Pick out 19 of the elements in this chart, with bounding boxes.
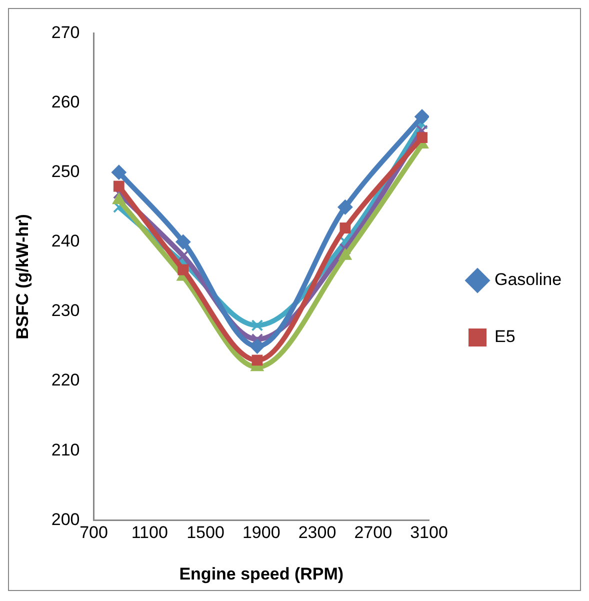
y-tick-label: 210 (51, 440, 80, 460)
y-tick-label: 260 (51, 92, 80, 112)
legend-label: Gasoline (494, 270, 562, 290)
legend-label: E5 (494, 327, 516, 346)
x-tick-label: 700 (80, 523, 108, 542)
x-tick-label: 2700 (354, 523, 392, 542)
x-tick-label: 1100 (131, 523, 168, 542)
x-tick-label: 1500 (186, 523, 224, 542)
y-tick-label: 230 (51, 301, 80, 320)
x-tick-label: 1900 (242, 523, 280, 542)
x-axis-title: Engine speed (RPM) (179, 564, 344, 584)
y-tick-label: 240 (51, 232, 80, 251)
x-tick-label: 3100 (410, 523, 448, 542)
y-tick-label: 220 (51, 370, 80, 390)
y-axis-title: BSFC (g/kW-hr) (12, 214, 32, 340)
y-tick-label: 250 (51, 162, 80, 182)
y-tick-label: 200 (51, 510, 80, 529)
y-tick-label: 270 (51, 22, 80, 42)
x-tick-label: 2300 (298, 523, 336, 542)
